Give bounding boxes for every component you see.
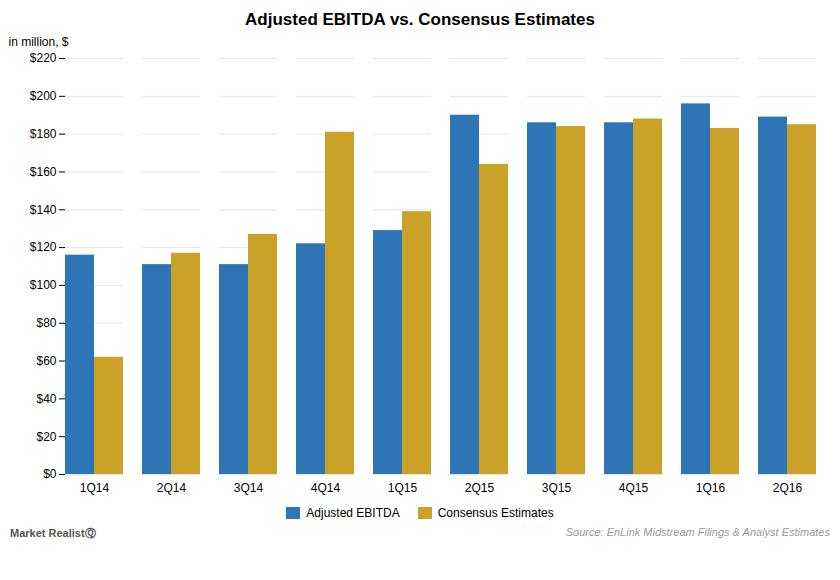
svg-text:$0: $0	[43, 467, 57, 481]
svg-text:1Q15: 1Q15	[388, 481, 418, 495]
svg-text:$220: $220	[30, 51, 57, 65]
svg-text:$40: $40	[36, 392, 56, 406]
svg-text:2Q15: 2Q15	[465, 481, 495, 495]
html-text:Source: EnLink Midstream Filin: Source: EnLink Midstream Filings & Analy…	[565, 526, 830, 538]
svg-text:3Q15: 3Q15	[542, 481, 572, 495]
svg-text:$140: $140	[30, 203, 57, 217]
svg-text:$60: $60	[36, 354, 56, 368]
svg-text:in million, $: in million, $	[9, 35, 69, 49]
svg-text:4Q15: 4Q15	[619, 481, 649, 495]
svg-text:$200: $200	[30, 89, 57, 103]
html-text:Adjusted EBITDA vs. Consensus: Adjusted EBITDA vs. Consensus Estimates	[245, 10, 595, 29]
svg-text:$160: $160	[30, 165, 57, 179]
svg-text:2Q14: 2Q14	[157, 481, 187, 495]
svg-text:$80: $80	[36, 316, 56, 330]
svg-text:2Q16: 2Q16	[773, 481, 803, 495]
svg-text:4Q14: 4Q14	[311, 481, 341, 495]
svg-text:$100: $100	[30, 278, 57, 292]
html-text:Adjusted EBITDA: Adjusted EBITDA	[306, 506, 400, 520]
svg-text:1Q14: 1Q14	[80, 481, 110, 495]
svg-text:$20: $20	[36, 430, 56, 444]
svg-text:3Q14: 3Q14	[234, 481, 264, 495]
svg-text:1Q16: 1Q16	[696, 481, 726, 495]
svg-text:$180: $180	[30, 127, 57, 141]
html-text:Consensus Estimates: Consensus Estimates	[437, 506, 554, 520]
svg-text:$120: $120	[30, 240, 57, 254]
html-text:Market RealistⓆ: Market RealistⓆ	[10, 527, 96, 539]
